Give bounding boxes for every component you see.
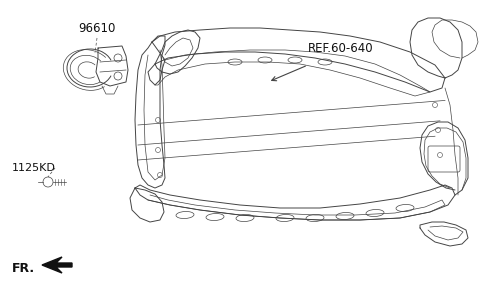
Text: 1125KD: 1125KD [12, 163, 56, 173]
Polygon shape [42, 257, 72, 273]
Text: FR.: FR. [12, 261, 35, 274]
Text: 96610: 96610 [78, 22, 116, 35]
Text: REF.60-640: REF.60-640 [308, 42, 373, 55]
